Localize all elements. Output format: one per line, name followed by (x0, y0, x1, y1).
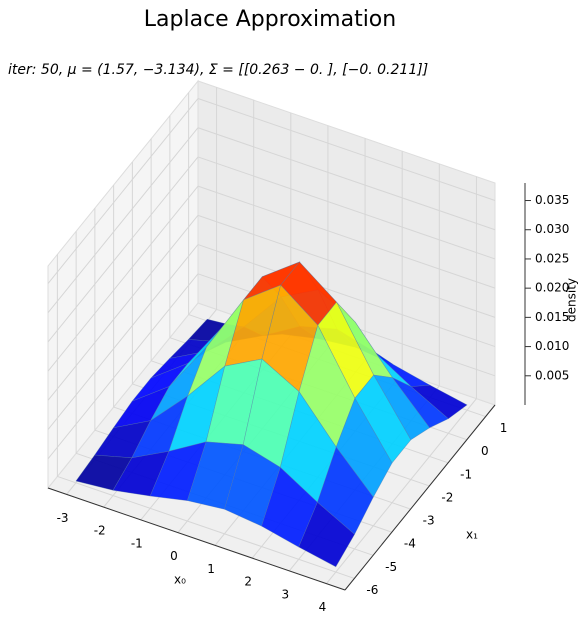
grid-line (47, 156, 199, 343)
chart-title: Laplace Approximation (144, 7, 396, 32)
y-tick-label: -1 (460, 467, 472, 481)
z-tick-label: 0.030 (535, 222, 569, 236)
grid-line (197, 127, 496, 231)
grid-line (47, 185, 199, 372)
z-axis-label: density (565, 278, 579, 322)
grid-line (197, 185, 496, 289)
x-tick-label: 4 (319, 600, 327, 614)
grid-line (326, 398, 477, 584)
grid-line (47, 273, 199, 460)
x-tick-label: 2 (244, 575, 252, 589)
x-tick-label: -2 (94, 524, 106, 538)
y-tick-label: -4 (404, 537, 416, 551)
grid-line (47, 98, 199, 284)
y-tick-label: 1 (500, 421, 508, 435)
x-tick-label: 0 (170, 549, 178, 563)
x-axis-label: x₀ (174, 573, 186, 587)
y-tick-label: -6 (366, 583, 378, 597)
x-tick-label: -1 (131, 536, 143, 550)
grid-line (47, 215, 199, 401)
x-tick-label: 1 (207, 562, 215, 576)
x-tick-label: -3 (57, 511, 69, 525)
y-tick-label: -3 (423, 514, 435, 528)
z-tick-label: 0.025 (535, 251, 569, 265)
surface-face (298, 501, 355, 568)
y-tick-label: -2 (441, 490, 453, 504)
grid-line (197, 244, 496, 348)
y-tick-label: 0 (481, 444, 489, 458)
z-tick-label: 0.015 (535, 310, 569, 324)
y-tick-label: -5 (385, 560, 397, 574)
chart-subtitle: iter: 50, μ = (1.57, −3.134), Σ = [[0.26… (8, 62, 428, 78)
z-tick-label: 0.035 (535, 193, 569, 207)
x-tick-label: 3 (281, 587, 289, 601)
grid-line (197, 98, 496, 201)
z-tick-label: 0.005 (535, 368, 569, 382)
grid-line (57, 475, 355, 579)
grid-line (197, 214, 496, 318)
y-axis (344, 404, 496, 591)
grid-line (47, 127, 199, 314)
z-tick-label: 0.010 (535, 339, 569, 353)
z-tick-label: 0.020 (535, 281, 569, 295)
grid-line (197, 156, 496, 260)
grid-line (47, 244, 199, 430)
x-axis (47, 487, 346, 591)
y-axis-label: x₁ (466, 528, 478, 542)
